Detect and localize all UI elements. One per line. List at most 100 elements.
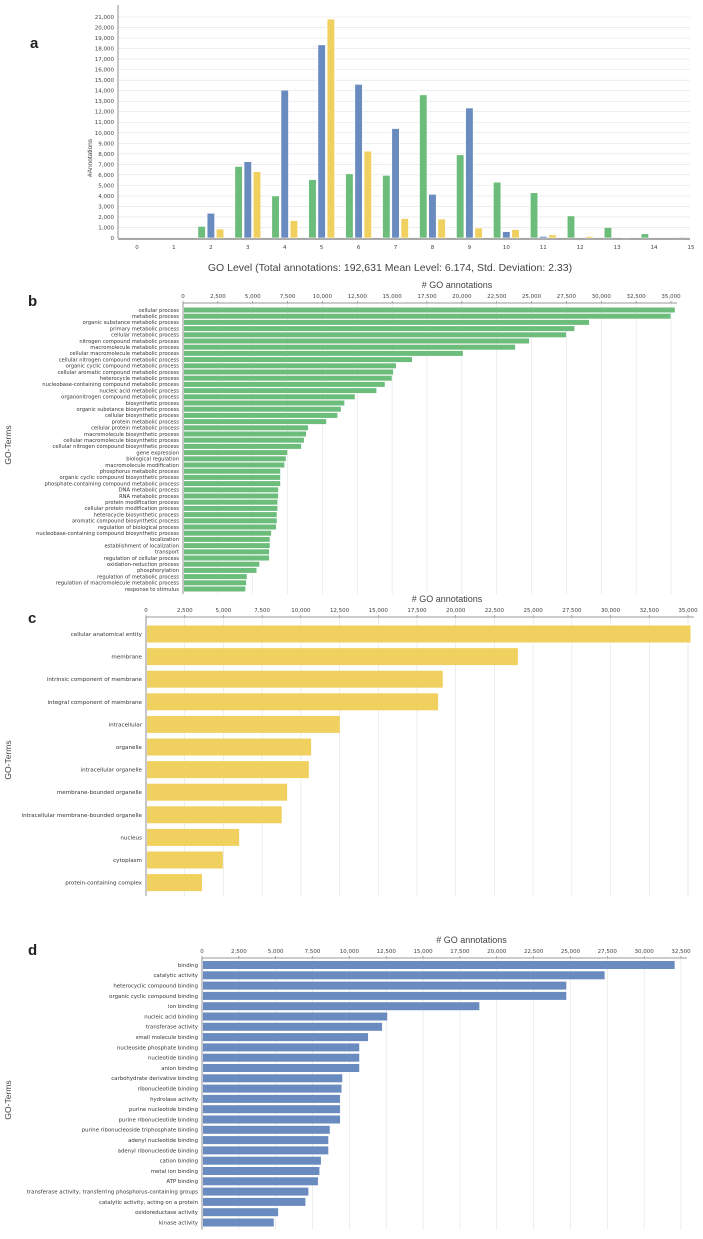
category-label: biological regulation (126, 457, 179, 463)
bar-green-level-15 (677, 236, 686, 239)
category-label: membrane-bounded organelle (57, 790, 143, 796)
bar-heterocyclic-compound-binding (203, 981, 567, 990)
y-tick-label: 20,000 (95, 26, 115, 32)
x-tick-label: 15 (688, 245, 695, 251)
x-tick-label: 10,000 (291, 608, 311, 614)
category-label: catalytic activity, acting on a protein (99, 1200, 198, 1206)
category-label: ion binding (168, 1004, 198, 1010)
category-label: localization (150, 537, 179, 543)
bar-yellow-level-12 (585, 236, 594, 239)
y-tick-label: 7,000 (98, 162, 114, 168)
category-label: nitrogen compound metabolic process (79, 339, 179, 345)
bar-primary-metabolic-process (184, 326, 575, 332)
bar-blue-level-10 (502, 231, 511, 239)
bar-transferase-activity-transferring-phosphorus-containing-groups (203, 1187, 309, 1196)
panel-label-b: b (28, 293, 37, 310)
category-label: nucleobase-containing compound metabolic… (42, 382, 179, 388)
bar-yellow-level-2 (216, 228, 225, 239)
category-label: establishment of localization (104, 543, 179, 549)
y-tick-label: 4,000 (98, 194, 114, 200)
category-label: cellular nitrogen compound biosynthetic … (53, 444, 180, 450)
category-label: cellular anatomical entity (71, 632, 143, 638)
category-label: biosynthetic process (126, 401, 180, 407)
bar-metal-ion-binding (203, 1167, 320, 1175)
x-tick-label: 7,500 (280, 294, 296, 300)
y-axis-title: GO-Terms (3, 1080, 13, 1119)
bar-macromolecule-metabolic-process (184, 344, 516, 350)
category-label: regulation of biological process (98, 525, 179, 531)
x-tick-label: 20,000 (452, 294, 472, 300)
bar-membrane-bounded-organelle (147, 783, 288, 801)
bar-yellow-level-10 (511, 229, 520, 239)
category-label: intracellular membrane-bounded organelle (22, 813, 143, 819)
category-label: cellular nitrogen compound metabolic pro… (59, 357, 180, 363)
y-tick-label: 14,000 (95, 89, 115, 95)
category-label: regulation of metabolic process (97, 574, 179, 580)
y-tick-label: 1,000 (98, 225, 114, 231)
x-tick-label: 2,500 (210, 294, 226, 300)
x-tick-label: 30,000 (592, 294, 612, 300)
category-label: metabolic process (132, 314, 180, 320)
bar-green-level-5 (308, 179, 317, 239)
x-tick-label: 13 (614, 245, 621, 251)
x-tick-label: 12 (577, 245, 584, 251)
bar-cellular-nitrogen-compound-biosynthetic-process (184, 443, 302, 449)
bar-protein-metabolic-process (184, 419, 327, 425)
bar-purine-ribonucleoside-triphosphate-binding (203, 1125, 330, 1134)
bar-heterocycle-metabolic-process (184, 375, 392, 381)
category-label: organic substance metabolic process (83, 320, 180, 326)
category-label: cellular protein metabolic process (91, 426, 179, 432)
x-tick-label: 17,500 (417, 294, 437, 300)
bar-cellular-macromolecule-biosynthetic-process (184, 437, 304, 443)
x-tick-label: 0 (135, 245, 139, 251)
category-label: regulation of cellular process (104, 556, 179, 562)
bar-regulation-of-biological-process (184, 524, 277, 530)
x-tick-label: 20,000 (487, 949, 507, 955)
category-label: aromatic compound biosynthetic process (72, 519, 179, 525)
bar-nucleus (147, 828, 240, 846)
bar-green-level-10 (493, 181, 502, 239)
y-axis-title: GO-Terms (3, 425, 13, 464)
bar-phosphate-containing-compound-metabolic-process (184, 481, 281, 487)
category-label: cellular aromatic compound metabolic pro… (57, 370, 179, 376)
x-tick-label: 0 (181, 294, 185, 300)
bar-cellular-aromatic-compound-metabolic-process (184, 369, 394, 375)
category-label: primary metabolic process (110, 326, 179, 332)
y-tick-label: 6,000 (98, 173, 114, 179)
category-label: organelle (116, 745, 143, 751)
category-label: organic cyclic compound binding (109, 994, 198, 1000)
x-axis-title: # GO annotations (422, 280, 493, 290)
x-tick-label: 11 (540, 245, 547, 251)
y-tick-label: 15,000 (95, 78, 115, 84)
y-axis-title: GO-Terms (3, 740, 13, 779)
bar-localization (184, 536, 270, 542)
category-label: nucleic acid metabolic process (99, 388, 179, 394)
bar-green-level-4 (271, 195, 280, 239)
category-label: heterocyclic compound binding (113, 983, 198, 989)
bar-blue-level-6 (354, 84, 363, 239)
bar-blue-level-5 (317, 44, 326, 239)
bar-integral-component-of-membrane (147, 693, 439, 711)
category-label: phosphorus metabolic process (100, 469, 180, 475)
bar-response-to-stimulus (184, 586, 246, 592)
bar-phosphorus-metabolic-process (184, 468, 281, 474)
x-tick-label: 10 (503, 245, 510, 251)
category-label: RNA metabolic process (119, 494, 179, 500)
bar-organelle (147, 738, 312, 756)
bar-oxidoreductase-activity (203, 1208, 279, 1217)
bar-organic-substance-biosynthetic-process (184, 406, 341, 412)
bar-nucleobase-containing-compound-metabolic-process (184, 381, 385, 387)
bar-catalytic-activity-acting-on-a-protein (203, 1197, 306, 1206)
bar-organic-cyclic-compound-binding (203, 991, 567, 1000)
category-label: DNA metabolic process (119, 488, 180, 494)
bar-intracellular-organelle (147, 761, 309, 779)
bar-organic-substance-metabolic-process (184, 319, 590, 325)
y-tick-label: 2,000 (98, 215, 114, 221)
category-label: gene expression (136, 450, 179, 456)
x-tick-label: 25,000 (561, 949, 581, 955)
bar-small-molecule-binding (203, 1033, 369, 1042)
bar-rna-metabolic-process (184, 493, 279, 499)
x-tick-label: 3 (246, 245, 250, 251)
bar-intrinsic-component-of-membrane (147, 670, 443, 688)
bar-cellular-anatomical-entity (147, 625, 691, 643)
